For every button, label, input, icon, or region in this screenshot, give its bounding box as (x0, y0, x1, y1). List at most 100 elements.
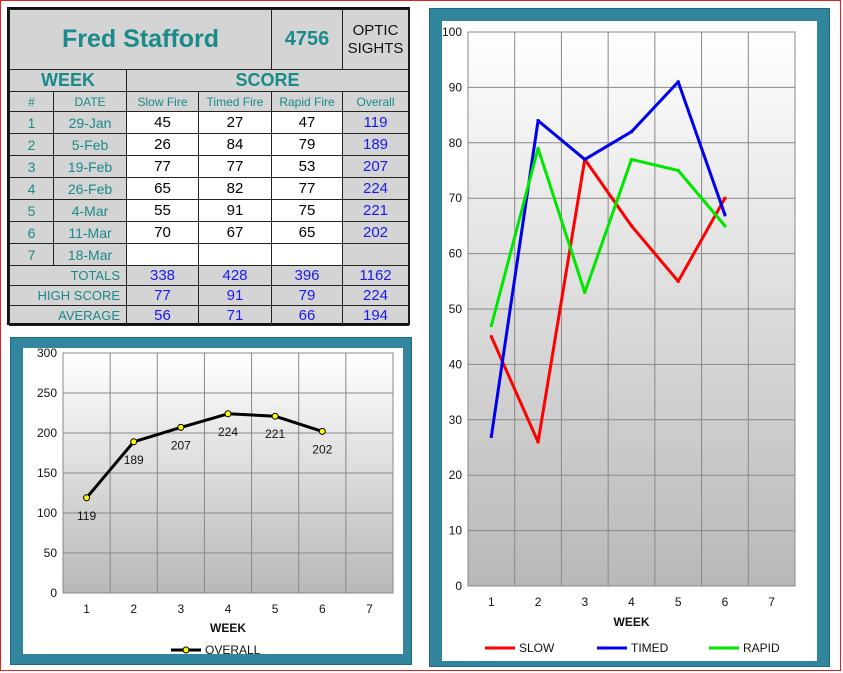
cell-slow[interactable]: 77 (126, 155, 199, 178)
y-tick-label: 100 (37, 506, 57, 520)
data-label: 202 (312, 442, 332, 456)
cell-timed[interactable]: 82 (197, 177, 273, 200)
cell-date: 5-Feb (53, 133, 127, 156)
series-line-slow (489, 157, 727, 444)
overall-chart-panel: 0 50 100 150 200 250 300 1 2 3 4 5 6 7 WEEK 119 189 207 22… (10, 337, 412, 665)
data-point (177, 423, 185, 431)
cell-timed[interactable] (197, 243, 273, 266)
data-label: 207 (171, 438, 191, 452)
cell-slow[interactable]: 55 (126, 199, 199, 222)
y-tick-label: 20 (449, 468, 463, 482)
data-point (676, 279, 680, 283)
data-point (536, 440, 540, 444)
table-row: 4 26-Feb 65 82 77 224 (9, 177, 410, 200)
average-row: AVERAGE 56 71 66 194 (9, 305, 410, 326)
y-tick-label: 100 (442, 25, 462, 39)
shooter-name: Fred Stafford (8, 9, 273, 70)
data-point (83, 494, 91, 502)
cell-slow[interactable]: 26 (126, 133, 199, 156)
x-tick-label: 1 (488, 595, 495, 609)
y-tick-label: 50 (44, 546, 58, 560)
x-tick-label: 4 (225, 602, 232, 616)
col-timed-fire: Timed Fire (197, 91, 273, 112)
y-tick-label: 150 (37, 466, 57, 480)
x-tick-label: 3 (581, 595, 588, 609)
legend-marker (182, 646, 190, 654)
cell-number: 3 (9, 155, 54, 178)
fire-types-chart: 0 10 20 30 40 50 60 70 80 90 100 1 2 3 4 5 6 7 WEEK SLOW TIM… (442, 21, 817, 661)
score-table: Fred Stafford 4756 OPTIC SIGHTS WEEK SCOR… (8, 9, 410, 326)
cell-rapid[interactable]: 75 (271, 199, 344, 222)
x-tick-label: 2 (535, 595, 542, 609)
y-tick-label: 10 (449, 524, 463, 538)
x-tick-label: 4 (628, 595, 635, 609)
data-point (536, 119, 540, 123)
x-tick-label: 5 (675, 595, 682, 609)
data-point (536, 146, 540, 150)
x-tick-label: 6 (319, 602, 326, 616)
series-line-rapid (489, 146, 727, 327)
data-point (224, 410, 232, 418)
table-row: 6 11-Mar 70 67 65 202 (9, 221, 410, 244)
series-line-overall (85, 412, 323, 499)
data-point (723, 196, 727, 200)
cell-slow[interactable]: 45 (126, 111, 199, 134)
totals-overall: 1162 (342, 265, 410, 286)
data-point (630, 130, 633, 134)
cell-rapid[interactable]: 53 (271, 155, 344, 178)
col-overall: Overall (342, 91, 410, 112)
legend-entry-rapid: RAPID (743, 641, 780, 655)
totals-timed: 428 (197, 265, 273, 286)
data-point (489, 434, 493, 438)
score-header: SCORE (125, 69, 410, 92)
average-slow: 56 (126, 305, 199, 326)
cell-number: 5 (9, 199, 54, 222)
cell-rapid[interactable]: 77 (271, 177, 344, 200)
cell-timed[interactable]: 91 (197, 199, 273, 222)
y-tick-label: 300 (37, 346, 57, 360)
y-tick-label: 0 (455, 579, 462, 593)
cell-overall (342, 243, 410, 266)
data-point (723, 224, 727, 228)
sights-type: OPTIC SIGHTS (342, 9, 410, 70)
data-label: 119 (77, 509, 96, 523)
cell-slow[interactable] (126, 243, 199, 266)
data-point (318, 427, 326, 435)
average-timed: 71 (197, 305, 273, 326)
overall-chart: 0 50 100 150 200 250 300 1 2 3 4 5 6 7 WEEK 119 189 207 22… (23, 346, 403, 657)
x-axis-label: WEEK (210, 621, 246, 635)
cell-rapid[interactable]: 65 (271, 221, 344, 244)
cell-timed[interactable]: 84 (197, 133, 273, 156)
cell-overall: 221 (342, 199, 410, 222)
cell-timed[interactable]: 27 (197, 111, 273, 134)
cell-number: 1 (9, 111, 54, 134)
cell-slow[interactable]: 65 (126, 177, 199, 200)
col-slow-fire: Slow Fire (126, 91, 199, 112)
y-tick-label: 70 (449, 191, 463, 205)
sights-line-2: SIGHTS (347, 39, 404, 57)
data-label: 189 (124, 453, 144, 467)
cell-timed[interactable]: 77 (197, 155, 273, 178)
cell-number: 4 (9, 177, 54, 200)
cell-rapid[interactable]: 47 (271, 111, 344, 134)
cell-rapid[interactable] (271, 243, 344, 266)
cell-date: 18-Mar (53, 243, 127, 266)
cell-timed[interactable]: 67 (197, 221, 273, 244)
cell-slow[interactable]: 70 (126, 221, 199, 244)
col-number: # (9, 91, 54, 112)
data-point (271, 412, 279, 420)
table-row: 2 5-Feb 26 84 79 189 (9, 133, 410, 156)
cell-overall: 224 (342, 177, 410, 200)
x-tick-label: 6 (722, 595, 729, 609)
data-point (489, 335, 493, 339)
table-row: 3 19-Feb 77 77 53 207 (9, 155, 410, 178)
sights-line-1: OPTIC (352, 21, 399, 39)
totals-label: TOTALS (9, 265, 127, 286)
y-tick-label: 50 (449, 302, 463, 316)
y-tick-label: 0 (50, 586, 57, 600)
average-label: AVERAGE (9, 305, 127, 326)
cell-date: 26-Feb (53, 177, 127, 200)
cell-rapid[interactable]: 79 (271, 133, 344, 156)
x-tick-label: 7 (366, 602, 373, 616)
x-tick-label: 5 (272, 602, 279, 616)
